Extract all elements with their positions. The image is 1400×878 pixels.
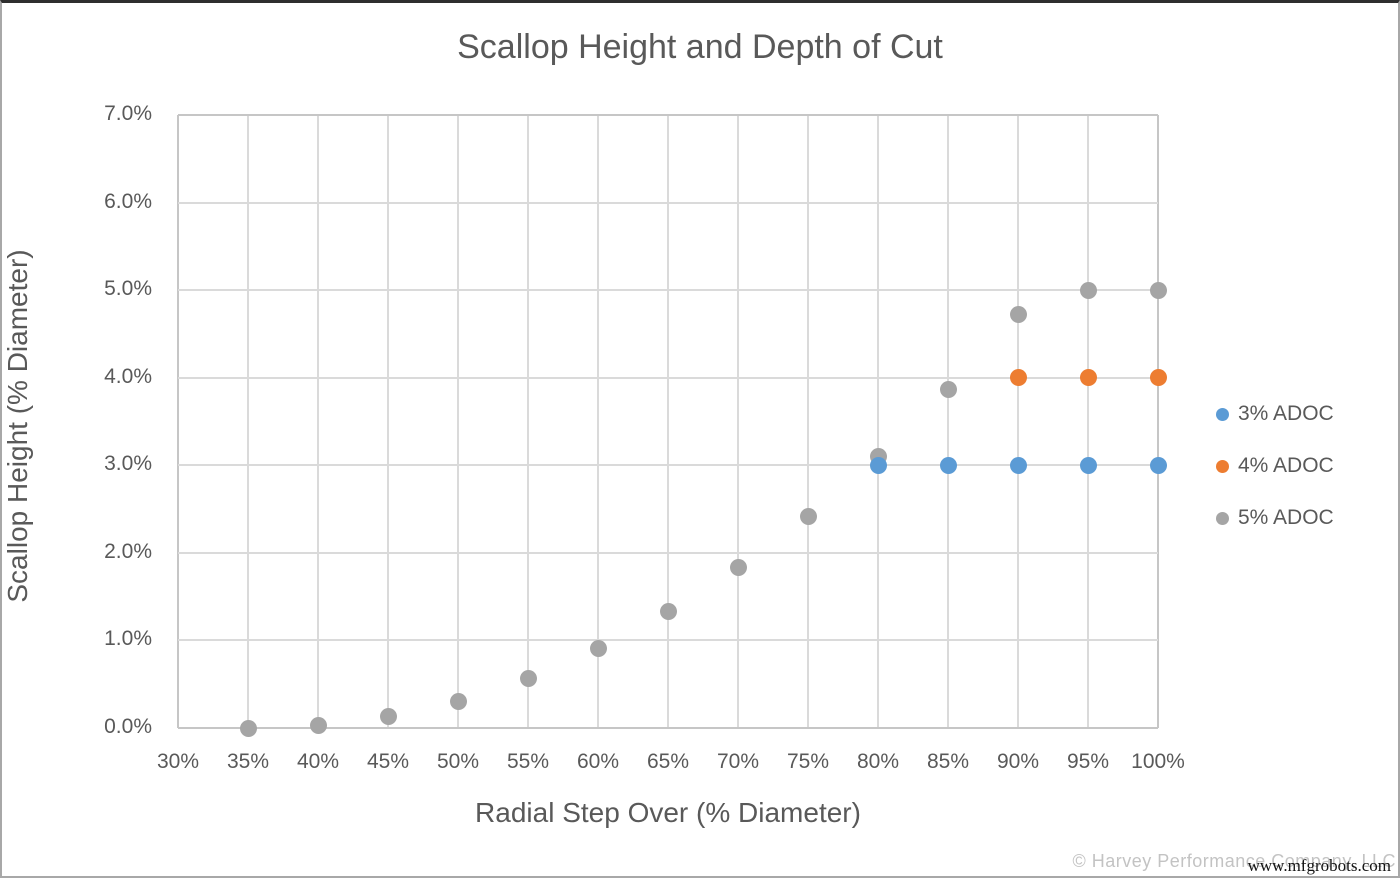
legend-label: 3% ADOC [1238,402,1334,425]
horizontal-gridline [178,114,1158,116]
x-tick-label: 30% [156,750,200,773]
data-point-4-adoc [1079,369,1097,387]
horizontal-gridline [178,464,1158,467]
vertical-gridline [247,115,249,728]
legend-marker-icon [1216,511,1229,525]
vertical-gridline [527,115,529,728]
y-axis-title: Scallop Height (% Diameter) [2,249,33,603]
chart-legend: 3% ADOC 4% ADOC 5% ADOC [1216,388,1334,544]
horizontal-gridline [178,639,1158,642]
plot-area [177,114,1167,737]
data-point-4-adoc [1149,369,1167,387]
y-tick-label: 1.0% [104,627,152,651]
x-tick-label: 60% [576,750,620,773]
y-tick-label: 4.0% [104,364,152,388]
x-tick-label: 80% [856,750,900,773]
data-point-3-adoc [1079,456,1097,474]
vertical-gridline [1157,115,1159,728]
data-point-3-adoc [869,456,887,474]
x-tick-label: 85% [926,750,970,773]
vertical-gridline [457,115,459,728]
vertical-gridline [1017,115,1019,728]
data-point-3-adoc [939,456,957,474]
vertical-gridline [667,115,669,728]
x-tick-label: 70% [716,750,760,773]
horizontal-gridline [178,551,1158,554]
watermark-site: www.mfgrobots.com [1247,856,1391,875]
x-tick-label: 90% [996,750,1040,773]
data-point-4-adoc [1009,369,1027,387]
data-point-5-adoc [379,708,397,726]
x-tick-label: 65% [646,750,690,773]
x-tick-label: 55% [506,750,550,773]
data-point-5-adoc [519,670,537,688]
y-tick-label: 2.0% [104,539,152,563]
horizontal-gridline [178,727,1158,729]
data-point-5-adoc [939,381,957,399]
data-point-5-adoc [309,716,327,734]
vertical-gridline [387,115,389,728]
legend-marker-icon [1216,459,1229,473]
vertical-gridline [737,115,739,728]
data-point-5-adoc [589,639,607,657]
data-point-5-adoc [1079,281,1097,299]
legend-label: 5% ADOC [1238,506,1334,529]
vertical-gridline [807,115,809,728]
x-tick-label: 50% [436,750,480,773]
horizontal-gridline [178,289,1158,292]
data-point-3-adoc [1009,456,1027,474]
x-tick-label: 95% [1066,750,1110,773]
x-tick-label: 75% [786,750,830,773]
x-tick-label: 45% [366,750,410,773]
y-tick-label: 0.0% [104,715,152,738]
x-tick-label: 35% [226,750,270,773]
watermark-copyright: © Harvey Performance Company, LLC [1072,851,1396,871]
horizontal-gridline [178,201,1158,204]
vertical-gridline [947,115,949,728]
data-point-5-adoc [1009,306,1027,324]
legend-item-3-adoc: 3% ADOC [1216,388,1334,440]
data-point-5-adoc [239,719,257,737]
x-tick-label: 40% [296,750,340,773]
data-point-5-adoc [449,693,467,711]
data-point-3-adoc [1149,456,1167,474]
data-point-5-adoc [1149,281,1167,299]
legend-item-4-adoc: 4% ADOC [1216,440,1334,492]
vertical-gridline [877,115,879,728]
vertical-gridline [317,115,319,728]
legend-item-5-adoc: 5% ADOC [1216,492,1334,544]
y-tick-label: 3.0% [104,452,152,476]
vertical-gridline [1087,115,1089,728]
vertical-gridline [177,115,179,728]
y-tick-label: 5.0% [104,277,152,301]
legend-label: 4% ADOC [1238,454,1334,477]
x-tick-label: 100% [1131,750,1185,773]
chart-title: Scallop Height and Depth of Cut [457,28,943,66]
y-tick-label: 6.0% [104,189,152,213]
x-axis-title: Radial Step Over (% Diameter) [475,797,861,828]
y-tick-label: 7.0% [104,102,152,125]
data-point-5-adoc [799,507,817,525]
data-point-5-adoc [659,603,677,621]
vertical-gridline [597,115,599,728]
horizontal-gridline [178,376,1158,379]
legend-marker-icon [1216,407,1229,421]
data-point-5-adoc [729,559,747,577]
